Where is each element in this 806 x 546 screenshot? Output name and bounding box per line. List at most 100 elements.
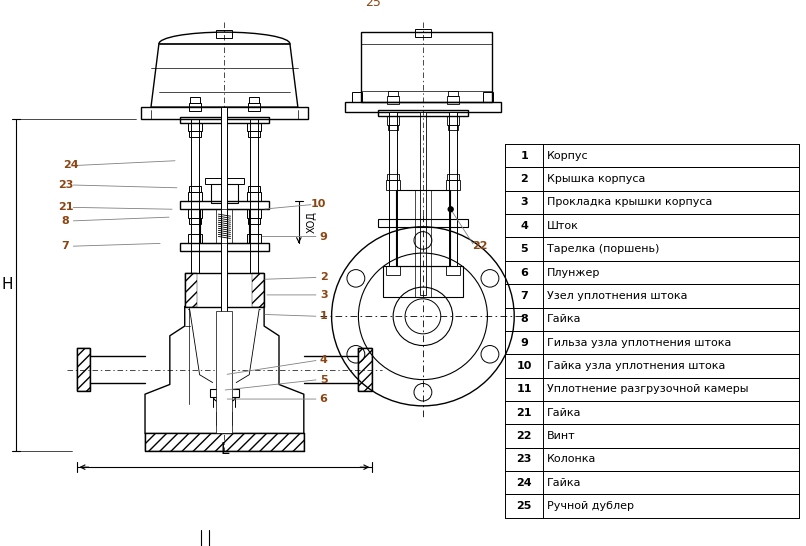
Bar <box>248 186 260 192</box>
Text: Ручной дублер: Ручной дублер <box>547 501 634 511</box>
Text: 4: 4 <box>320 355 327 365</box>
Text: Гайка: Гайка <box>547 314 581 324</box>
Bar <box>217 30 232 38</box>
Text: 3: 3 <box>521 198 528 207</box>
Bar <box>188 192 202 201</box>
Text: Крышка корпуса: Крышка корпуса <box>547 174 646 184</box>
Bar <box>189 103 201 111</box>
Text: 1: 1 <box>520 151 528 161</box>
Circle shape <box>405 299 441 334</box>
Bar <box>415 266 431 297</box>
Text: 24: 24 <box>63 161 78 170</box>
Bar <box>388 124 398 130</box>
Text: 1: 1 <box>320 311 327 322</box>
Bar <box>205 178 244 184</box>
Text: H: H <box>2 277 13 292</box>
Bar <box>447 91 458 97</box>
Bar <box>217 209 232 244</box>
Bar <box>386 266 400 275</box>
Bar <box>389 112 397 266</box>
Bar <box>200 209 249 244</box>
Bar <box>217 412 232 425</box>
Text: Колонка: Колонка <box>547 454 596 465</box>
Text: 10: 10 <box>517 361 532 371</box>
Bar <box>248 132 260 137</box>
Bar <box>248 103 260 111</box>
Bar <box>352 92 363 102</box>
Polygon shape <box>151 44 298 107</box>
Bar <box>447 174 459 180</box>
Text: 3: 3 <box>320 290 327 300</box>
Bar <box>249 97 260 103</box>
Bar <box>387 97 399 104</box>
Bar <box>447 116 459 124</box>
Text: Узел уплотнения штока: Узел уплотнения штока <box>547 291 688 301</box>
Text: 8: 8 <box>62 216 69 226</box>
Text: Винт: Винт <box>547 431 575 441</box>
Bar <box>386 180 400 190</box>
Text: Прокладка крышки корпуса: Прокладка крышки корпуса <box>547 198 713 207</box>
Text: 21: 21 <box>517 408 532 418</box>
Text: 5: 5 <box>320 375 327 384</box>
Text: 22: 22 <box>472 241 488 251</box>
Text: Гайка: Гайка <box>547 478 581 488</box>
Text: 21: 21 <box>58 203 73 212</box>
Bar <box>77 348 90 391</box>
Bar <box>145 433 304 450</box>
Bar <box>383 266 463 297</box>
Bar <box>210 389 239 397</box>
Bar <box>247 123 261 132</box>
Bar <box>250 119 258 272</box>
Bar <box>77 348 90 391</box>
Bar <box>141 107 308 119</box>
Bar <box>378 219 467 227</box>
Text: 23: 23 <box>58 180 73 190</box>
Bar <box>378 110 467 116</box>
Bar <box>222 107 227 404</box>
Text: 2: 2 <box>320 272 327 282</box>
Bar <box>420 112 426 295</box>
Text: 23: 23 <box>517 454 532 465</box>
Bar <box>247 192 261 201</box>
Bar <box>446 180 459 190</box>
Bar <box>185 272 197 307</box>
Text: Плунжер: Плунжер <box>547 268 600 277</box>
Text: 6: 6 <box>320 394 327 404</box>
Bar <box>180 201 269 209</box>
Text: 7: 7 <box>62 241 69 251</box>
Bar <box>180 244 269 251</box>
Bar <box>359 348 372 391</box>
Text: Уплотнение разгрузочной камеры: Уплотнение разгрузочной камеры <box>547 384 749 394</box>
Bar <box>189 132 201 137</box>
Text: ХОД: ХОД <box>307 211 317 233</box>
Text: 9: 9 <box>520 337 528 348</box>
Text: 6: 6 <box>520 268 528 277</box>
Bar <box>188 123 202 132</box>
Text: 24: 24 <box>517 478 532 488</box>
Bar <box>446 266 459 275</box>
Bar <box>248 218 260 224</box>
Text: 10: 10 <box>311 199 326 210</box>
Bar <box>387 116 399 124</box>
Bar <box>185 272 264 307</box>
Bar <box>361 32 492 102</box>
Bar <box>247 209 261 218</box>
Bar <box>484 92 493 102</box>
Text: 25: 25 <box>365 0 381 9</box>
Text: Гайка: Гайка <box>547 408 581 418</box>
Text: Тарелка (поршень): Тарелка (поршень) <box>547 244 659 254</box>
Text: 4: 4 <box>520 221 528 231</box>
Bar <box>188 234 202 244</box>
Bar <box>210 184 239 204</box>
Bar <box>189 97 200 103</box>
Text: 5: 5 <box>521 244 528 254</box>
Text: 7: 7 <box>520 291 528 301</box>
Bar <box>180 117 269 123</box>
Text: Шток: Шток <box>547 221 579 231</box>
Text: 22: 22 <box>517 431 532 441</box>
Bar <box>387 174 399 180</box>
Bar <box>189 186 201 192</box>
Bar <box>188 209 202 218</box>
Bar <box>447 124 458 130</box>
Bar <box>219 425 230 433</box>
